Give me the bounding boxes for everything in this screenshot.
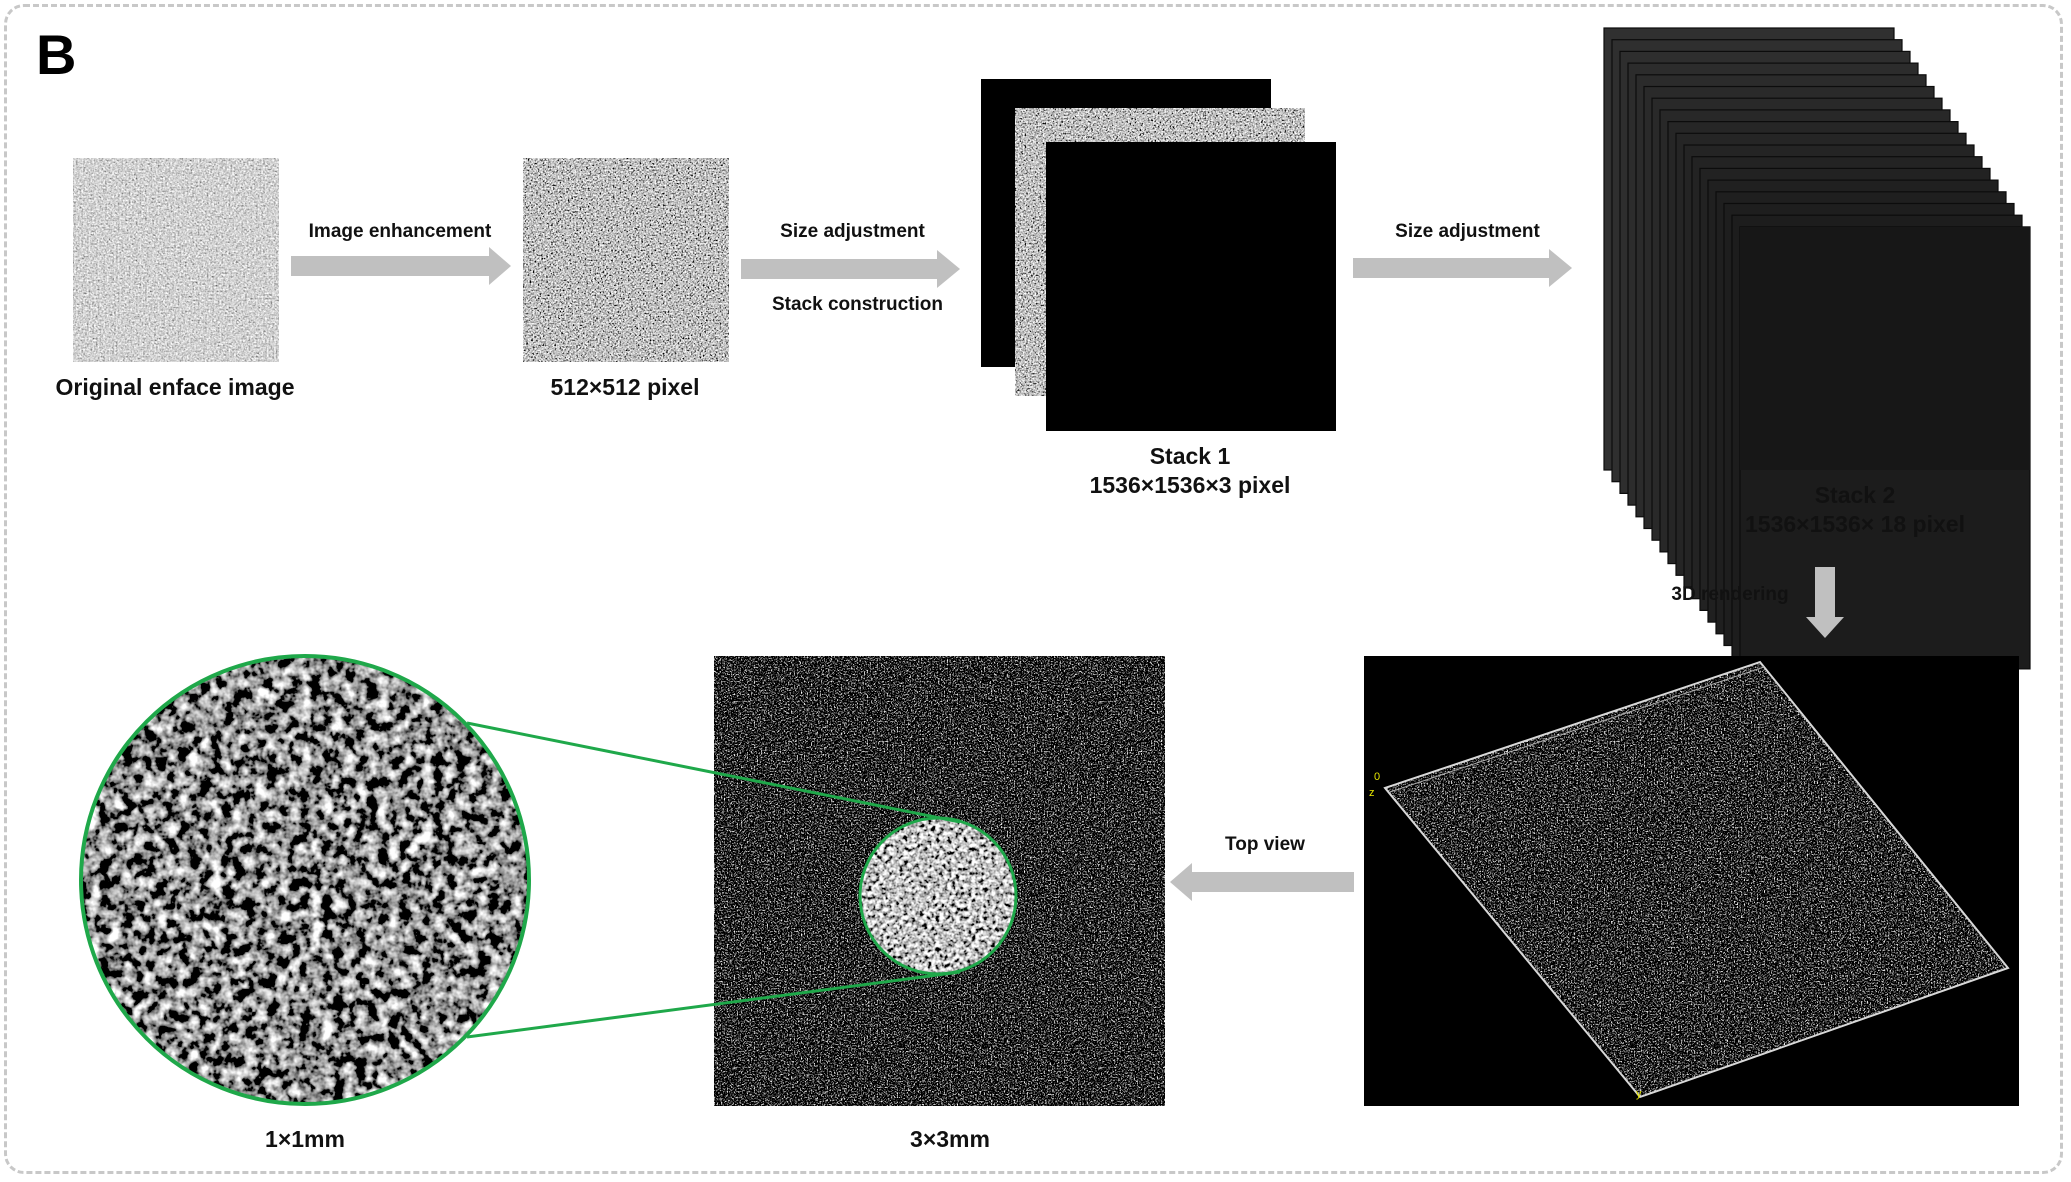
label-image-enhancement: Image enhancement (308, 221, 492, 242)
label-3x3mm: 3×3mm (910, 1126, 990, 1152)
original-enface-image (73, 158, 279, 362)
stack2-image (1603, 27, 2031, 670)
panel-frame (4, 4, 2063, 1174)
arrow-size-adjustment-stack (741, 250, 960, 288)
arrow-image-enhancement (291, 247, 511, 285)
arrow-top-view (1170, 863, 1354, 901)
label-stack1-title: Stack 1 (1149, 443, 1231, 469)
label-3d-rendering: 3D rendering (1671, 584, 1789, 605)
label-512-pixel: 512×512 pixel (550, 374, 700, 400)
label-1x1mm: 1×1mm (265, 1126, 345, 1152)
stack1-image (981, 79, 1336, 431)
enhanced-image (523, 158, 729, 362)
label-top-view: Top view (1225, 834, 1305, 855)
zoom-line-top (466, 721, 961, 824)
label-size-adjustment-2: Size adjustment (1395, 221, 1540, 242)
panel-letter: B (36, 23, 77, 86)
label-stack2-title: Stack 2 (1814, 482, 1896, 508)
stack2-front-slice (1740, 226, 2030, 470)
axis-tick-0: 0 (1374, 771, 1380, 783)
axis-label-z: z (1369, 787, 1375, 799)
label-original-enface: Original enface image (55, 374, 295, 400)
axis-label-y: y (1636, 1088, 1642, 1100)
label-size-adjustment-1: Size adjustment (780, 221, 925, 242)
3d-rendering-view: 0 z y (1364, 656, 2019, 1106)
zoom-circle-image (79, 654, 531, 1106)
arrow-3d-rendering (1806, 567, 1844, 638)
label-stack-construction: Stack construction (771, 294, 944, 315)
arrow-size-adjustment (1353, 249, 1572, 287)
zoom-line-bottom (466, 970, 961, 1039)
top-view-image (714, 656, 1165, 1106)
label-stack1-size: 1536×1536×3 pixel (1089, 472, 1291, 498)
label-stack2-size: 1536×1536× 18 pixel (1745, 511, 1965, 537)
